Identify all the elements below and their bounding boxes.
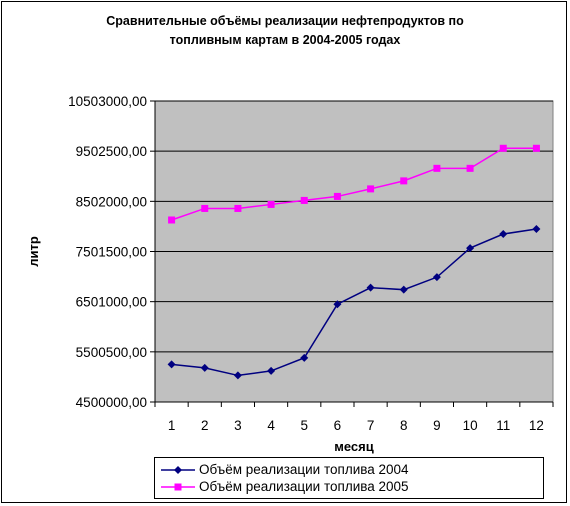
data-point bbox=[267, 200, 275, 208]
data-point bbox=[499, 144, 507, 152]
x-tick-label: 3 bbox=[234, 418, 242, 433]
y-tick-label: 10503000,00 bbox=[68, 94, 147, 109]
data-point bbox=[433, 164, 441, 172]
x-tick-label: 12 bbox=[529, 418, 544, 433]
data-point bbox=[200, 363, 209, 372]
data-point bbox=[499, 230, 508, 239]
y-tick-label: 8502000,00 bbox=[76, 194, 147, 209]
x-tick-label: 5 bbox=[300, 418, 308, 433]
data-point bbox=[366, 283, 375, 292]
y-tick-label: 7501500,00 bbox=[76, 245, 147, 260]
legend-marker-2005 bbox=[161, 483, 195, 491]
series-line bbox=[171, 147, 537, 221]
y-tick-label: 4500000,00 bbox=[76, 395, 147, 410]
legend: Объём реализации топлива 2004 Объём реал… bbox=[154, 457, 544, 499]
data-point bbox=[333, 192, 341, 200]
y-axis-title: литр bbox=[26, 236, 41, 267]
data-point bbox=[432, 273, 441, 282]
chart-title: Сравнительные объёмы реализации нефтепро… bbox=[0, 12, 570, 50]
data-point bbox=[300, 353, 309, 362]
y-axis-ticks: 4500000,00 5500500,00 6501000,00 7501500,00… bbox=[68, 94, 155, 410]
x-tick-label: 4 bbox=[267, 418, 275, 433]
x-tick-label: 10 bbox=[463, 418, 478, 433]
y-tick-label: 6501000,00 bbox=[76, 295, 147, 310]
x-tick-label: 1 bbox=[168, 418, 176, 433]
legend-item-2004: Объём реализации топлива 2004 bbox=[161, 462, 541, 479]
x-tick-label: 6 bbox=[334, 418, 342, 433]
data-point bbox=[532, 144, 540, 152]
data-point bbox=[333, 300, 342, 309]
series-1 bbox=[167, 225, 541, 380]
data-point bbox=[367, 185, 375, 193]
legend-label-2005: Объём реализации топлива 2005 bbox=[199, 479, 409, 494]
data-point bbox=[466, 244, 475, 253]
data-point bbox=[167, 360, 176, 369]
legend-marker-2004 bbox=[161, 466, 195, 474]
series bbox=[167, 144, 541, 380]
x-tick-label: 8 bbox=[400, 418, 408, 433]
y-tick-label: 9502500,00 bbox=[76, 144, 147, 159]
y-tick-label: 5500500,00 bbox=[76, 345, 147, 360]
data-point bbox=[466, 164, 474, 172]
data-point bbox=[267, 366, 276, 375]
data-point bbox=[532, 225, 541, 234]
series-2 bbox=[168, 144, 540, 224]
x-tick-label: 11 bbox=[496, 418, 510, 433]
data-point bbox=[300, 196, 308, 204]
legend-item-2005: Объём реализации топлива 2005 bbox=[161, 479, 541, 496]
data-point bbox=[400, 177, 408, 185]
x-tick-label: 2 bbox=[201, 418, 209, 433]
data-point bbox=[168, 216, 176, 224]
x-tick-label: 9 bbox=[433, 418, 441, 433]
data-point bbox=[201, 204, 209, 212]
x-axis-ticks: 1 2 3 4 5 6 7 8 9 10 11 12 bbox=[154, 402, 554, 433]
legend-label-2004: Объём реализации топлива 2004 bbox=[199, 462, 409, 477]
series-line bbox=[171, 228, 537, 377]
data-point bbox=[233, 371, 242, 380]
x-tick-label: 7 bbox=[367, 418, 375, 433]
chart-title-line-1: Сравнительные объёмы реализации нефтепро… bbox=[106, 14, 464, 28]
data-point bbox=[399, 285, 408, 294]
x-axis-title: месяц bbox=[334, 439, 373, 454]
chart-title-line-2: топливным картам в 2004-2005 годах bbox=[169, 33, 401, 47]
data-point bbox=[234, 204, 242, 212]
